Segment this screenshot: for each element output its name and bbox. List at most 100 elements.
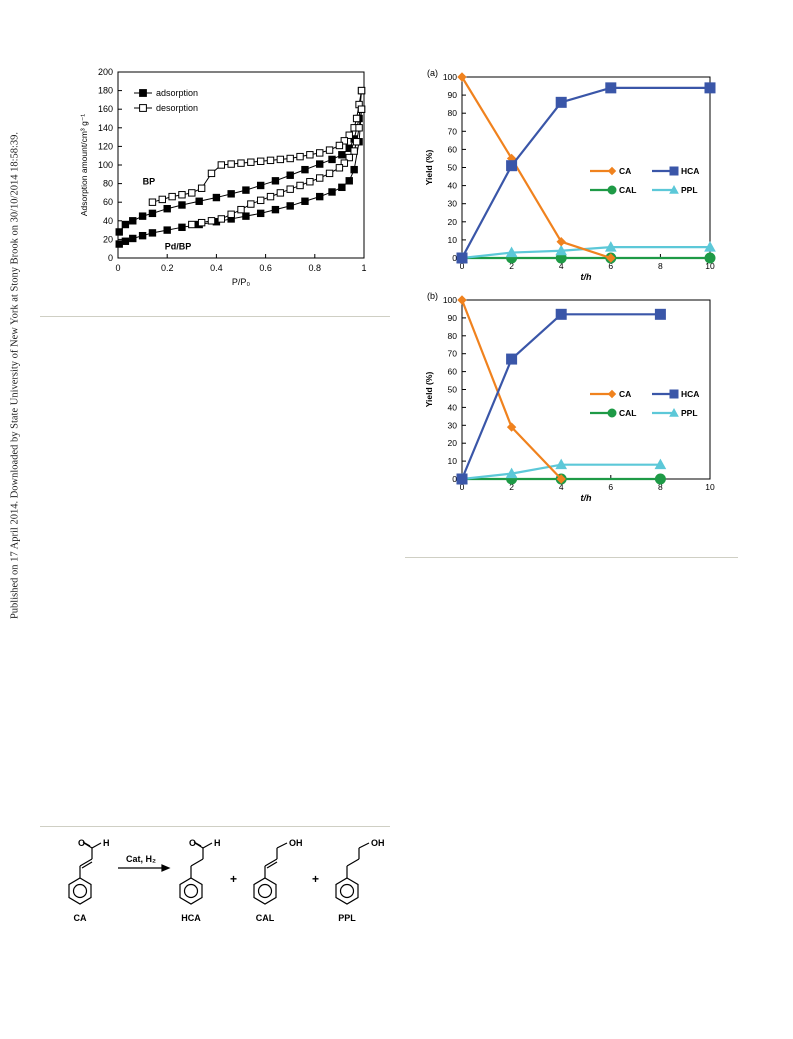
yield-data-point: [506, 353, 518, 365]
iso-data-point: [340, 159, 349, 167]
yield-series-line: [461, 463, 661, 481]
panel-label: (b): [427, 291, 438, 301]
iso-data-point: [276, 189, 285, 197]
yield-legend-marker: [607, 166, 617, 176]
iso-y-axis-label: Adsorption amount/cm³ g⁻¹: [79, 114, 89, 216]
iso-data-point: [301, 197, 309, 205]
yield-y-tick-label: 60: [448, 367, 458, 377]
ca-atom-h: H: [103, 838, 110, 848]
yield-x-tick-label: 10: [705, 482, 715, 492]
yield-x-tick-label: 8: [658, 261, 663, 271]
yield-y-tick-label: 90: [448, 313, 458, 323]
iso-data-point: [286, 185, 294, 193]
iso-y-tick-label: 20: [103, 234, 113, 244]
iso-legend-label: adsorption: [156, 88, 198, 98]
iso-data-point: [197, 218, 206, 227]
yield-data-point: [555, 96, 567, 108]
iso-data-point: [188, 220, 196, 229]
iso-y-tick-label: 120: [98, 141, 113, 151]
yield-data-point: [457, 295, 467, 305]
yield-legend-label: HCA: [681, 389, 699, 399]
hca-atom-o: O: [189, 838, 196, 848]
iso-data-point: [338, 183, 346, 192]
yield-data-point: [604, 241, 617, 252]
iso-data-point: [350, 165, 358, 174]
iso-data-point: [121, 220, 130, 229]
yield-legend: CA HCA CAL PPL: [590, 389, 699, 418]
yield-data-point: [654, 308, 666, 320]
yield-y-tick-label: 80: [448, 331, 458, 341]
iso-series-bp-desorption: [148, 86, 366, 206]
yield-data-point: [457, 72, 467, 82]
yield-y-tick-label: 20: [448, 438, 458, 448]
yield-data-point: [505, 467, 518, 479]
iso-data-point: [242, 186, 250, 194]
yield-x-tick-label: 6: [608, 261, 613, 271]
iso-data-point: [340, 137, 349, 145]
iso-data-point: [306, 178, 314, 186]
yield-data-point: [556, 474, 566, 484]
yield-data-point: [704, 82, 716, 94]
iso-data-point: [148, 209, 157, 218]
yield-x-tick-label: 4: [559, 261, 564, 271]
iso-data-point: [227, 190, 235, 198]
iso-data-point: [217, 161, 226, 169]
iso-data-point: [352, 138, 361, 146]
iso-data-point: [350, 147, 358, 155]
yield-x-axis-label: t/h: [581, 493, 592, 503]
divider-right: [405, 557, 738, 558]
iso-y-tick-label: 40: [103, 216, 113, 226]
hca-atom-h: H: [214, 838, 221, 848]
iso-x-tick-label: 0.6: [259, 263, 272, 273]
iso-data-point: [242, 212, 250, 220]
divider-left-2: [40, 826, 390, 827]
yield-legend-marker: [669, 166, 679, 176]
yield-series-line: [461, 76, 612, 260]
iso-data-point: [247, 158, 255, 166]
yield-data-point: [654, 473, 666, 485]
yield-legend-label: PPL: [681, 185, 698, 195]
yield-legend-marker: [607, 185, 617, 195]
iso-data-point: [271, 177, 280, 185]
iso-data-point: [301, 165, 309, 174]
yield-series-hca: [456, 308, 666, 485]
yield-legend-label: PPL: [681, 408, 698, 418]
iso-data-point: [163, 226, 171, 234]
iso-data-point: [256, 181, 265, 190]
yield-x-tick-label: 0: [460, 482, 465, 492]
iso-x-tick-label: 0.4: [210, 263, 223, 273]
yield-y-axis-label: Yield (%): [424, 150, 434, 186]
iso-data-point: [121, 237, 130, 245]
iso-y-tick-label: 180: [98, 86, 113, 96]
yield-y-tick-label: 70: [448, 349, 458, 359]
yield-legend-label: CAL: [619, 408, 636, 418]
iso-y-tick-label: 200: [98, 67, 113, 77]
iso-data-point: [197, 184, 206, 192]
yield-series-ca: [457, 295, 566, 484]
yield-legend-marker: [669, 184, 679, 194]
iso-data-point: [237, 159, 245, 167]
yield-series-line: [460, 313, 661, 480]
yield-x-tick-label: 10: [705, 261, 715, 271]
yield-y-tick-label: 10: [448, 456, 458, 466]
yield-legend: CA HCA CAL PPL: [590, 166, 699, 195]
iso-data-point: [256, 209, 265, 218]
iso-data-point: [316, 160, 324, 168]
iso-data-point: [316, 192, 324, 201]
iso-data-point: [335, 164, 344, 172]
iso-y-tick-label: 100: [98, 160, 113, 170]
iso-legend-marker: [139, 104, 147, 112]
iso-data-point: [227, 210, 235, 218]
plus-sign-1: +: [230, 872, 237, 886]
yield-legend-label: CA: [619, 389, 631, 399]
iso-data-point: [138, 212, 147, 220]
iso-annotation-bp: BP: [143, 177, 156, 187]
yield-data-point: [555, 308, 567, 320]
yield-data-point: [505, 246, 518, 258]
yield-y-tick-label: 40: [448, 181, 458, 191]
reagent-label: Cat, H₂: [126, 854, 156, 864]
iso-legend: adsorption desorption: [134, 88, 198, 113]
